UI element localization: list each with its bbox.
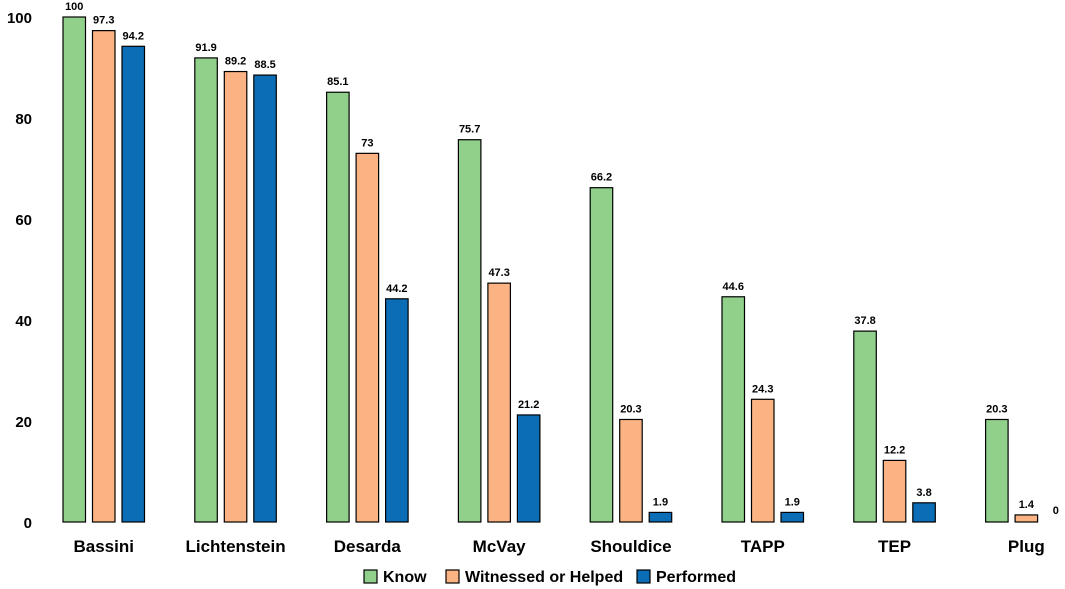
bar-witnessed-or-helped-shouldice	[619, 418, 643, 523]
data-label-witnessed-or-helped-plug: 1.4	[1019, 499, 1035, 511]
bar-witnessed-or-helped-lichtenstein	[223, 70, 248, 523]
category-label-bassini: Bassini	[74, 537, 134, 556]
category-label-lichtenstein: Lichtenstein	[185, 537, 285, 556]
y-tick-label: 100	[7, 10, 32, 27]
y-tick-label: 20	[15, 414, 32, 431]
bar-performed-shouldice	[648, 511, 673, 523]
data-label-performed-bassini: 94.2	[123, 30, 144, 42]
bar-performed-lichtenstein	[253, 74, 277, 523]
data-label-witnessed-or-helped-mcvay: 47.3	[488, 267, 509, 279]
bar-performed-bassini	[121, 45, 146, 523]
data-label-know-tep: 37.8	[854, 315, 875, 327]
bar-witnessed-or-helped-mcvay	[487, 282, 511, 523]
category-label-tep: TEP	[878, 537, 911, 556]
bar-performed-tapp	[780, 511, 805, 523]
y-tick-label: 60	[15, 212, 32, 229]
y-tick-label: 0	[24, 515, 32, 532]
bar-performed-desarda	[385, 298, 409, 523]
category-label-shouldice: Shouldice	[590, 537, 671, 556]
category-label-desarda: Desarda	[334, 537, 402, 556]
data-label-know-shouldice: 66.2	[591, 172, 612, 184]
data-label-know-tapp: 44.6	[723, 281, 744, 293]
bar-know-tapp	[721, 296, 746, 523]
data-label-know-bassini: 100	[65, 1, 83, 13]
bar-witnessed-or-helped-bassini	[91, 30, 116, 523]
bar-know-lichtenstein	[194, 57, 218, 523]
data-label-performed-lichtenstein: 88.5	[254, 59, 275, 71]
data-label-witnessed-or-helped-bassini: 97.3	[93, 15, 114, 27]
legend-label-know: Know	[383, 569, 427, 586]
data-label-performed-tapp: 1.9	[785, 496, 800, 508]
bar-know-bassini	[62, 16, 87, 523]
legend: Know Witnessed or Helped Performed	[363, 569, 736, 586]
legend-label-witnessed-or-helped: Witnessed or Helped	[465, 569, 623, 586]
legend-label-performed: Performed	[656, 569, 736, 586]
bar-witnessed-or-helped-desarda	[355, 152, 380, 523]
legend-swatch-performed	[636, 569, 651, 584]
data-label-know-mcvay: 75.7	[459, 124, 480, 136]
y-tick-label: 80	[15, 111, 32, 128]
category-labels: Bassini Lichtenstein Desarda McVay Shouldice…	[74, 537, 1045, 556]
data-label-know-plug: 20.3	[986, 403, 1007, 415]
data-label-witnessed-or-helped-tapp: 24.3	[752, 383, 773, 395]
category-label-tapp: TAPP	[741, 537, 785, 556]
data-label-performed-plug: 0	[1053, 505, 1059, 517]
data-label-witnessed-or-helped-lichtenstein: 89.2	[225, 56, 246, 68]
bar-know-mcvay	[457, 139, 482, 523]
data-label-performed-tep: 3.8	[916, 487, 931, 499]
bar-know-plug	[984, 418, 1009, 523]
bar-know-desarda	[326, 91, 350, 523]
bars	[62, 16, 1039, 523]
category-label-mcvay: McVay	[473, 537, 526, 556]
bar-know-shouldice	[589, 187, 614, 523]
data-label-performed-shouldice: 1.9	[653, 496, 668, 508]
value-labels: 100 97.3 94.2 91.9 89.2 88.5 85.1 73 44.2 75.7 47.…	[65, 1, 1059, 517]
category-label-plug: Plug	[1008, 537, 1045, 556]
data-label-witnessed-or-helped-desarda: 73	[361, 137, 373, 149]
legend-swatch-know	[363, 569, 378, 584]
data-label-performed-desarda: 44.2	[386, 283, 407, 295]
data-label-know-desarda: 85.1	[327, 76, 348, 88]
bar-witnessed-or-helped-tapp	[750, 398, 775, 523]
data-label-witnessed-or-helped-shouldice: 20.3	[620, 403, 641, 415]
y-axis-ticks: 0 20 40 60 80 100	[7, 10, 32, 532]
bar-performed-mcvay	[516, 414, 541, 523]
bar-witnessed-or-helped-plug	[1014, 514, 1039, 523]
y-tick-label: 40	[15, 313, 32, 330]
bar-witnessed-or-helped-tep	[882, 459, 907, 523]
data-label-know-lichtenstein: 91.9	[195, 42, 216, 54]
data-label-performed-mcvay: 21.2	[518, 399, 539, 411]
data-label-witnessed-or-helped-tep: 12.2	[884, 444, 905, 456]
bar-performed-tep	[912, 502, 936, 523]
legend-swatch-witnessed-or-helped	[445, 569, 460, 584]
bar-know-tep	[853, 330, 877, 523]
